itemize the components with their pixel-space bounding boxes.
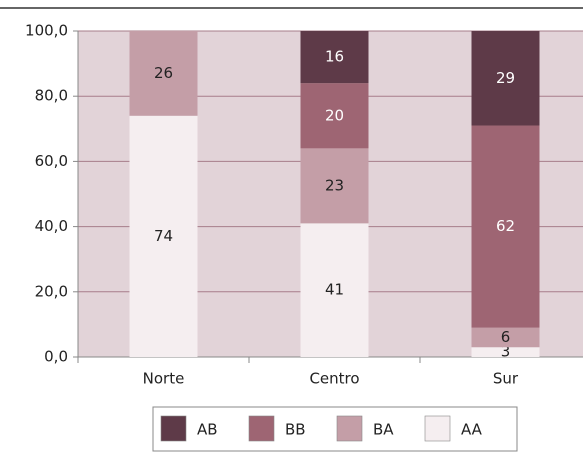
- legend-box: [152, 406, 518, 452]
- bar-segment: [300, 83, 369, 149]
- data-label: 26: [154, 64, 173, 82]
- y-tick-label: 100,0: [25, 22, 68, 40]
- legend-swatch: [248, 415, 275, 442]
- bar-segment: [471, 125, 540, 328]
- data-label: 20: [325, 106, 344, 124]
- x-tick-label: Sur: [493, 370, 519, 388]
- y-tick-label: 0,0: [44, 348, 68, 366]
- legend-label: BA: [373, 421, 394, 439]
- legend-label: AA: [461, 421, 483, 439]
- bar-segment: [471, 31, 540, 126]
- legend-swatch: [336, 415, 363, 442]
- data-label: 23: [325, 176, 344, 194]
- x-tick-label: Norte: [143, 370, 185, 388]
- legend-swatch: [160, 415, 187, 442]
- data-label: 6: [501, 328, 511, 346]
- data-label: 29: [496, 69, 515, 87]
- bar-segment: [129, 115, 198, 357]
- legend-label: BB: [285, 421, 306, 439]
- y-tick-label: 40,0: [35, 217, 68, 235]
- legend-swatch: [424, 415, 451, 442]
- bar-segment: [471, 347, 540, 357]
- bar-segment: [300, 148, 369, 224]
- x-tick-label: Centro: [309, 370, 359, 388]
- bar-segment: [300, 223, 369, 357]
- legend-label: AB: [197, 421, 218, 439]
- bar-segment: [129, 31, 198, 116]
- bar-segment: [471, 327, 540, 348]
- data-label: 74: [154, 227, 173, 245]
- y-tick-label: 20,0: [35, 282, 68, 300]
- data-label: 41: [325, 281, 344, 299]
- y-tick-label: 80,0: [35, 87, 68, 105]
- data-label: 3: [501, 343, 511, 361]
- data-label: 16: [325, 48, 344, 66]
- y-tick-label: 60,0: [35, 152, 68, 170]
- bar-segment: [300, 31, 369, 84]
- data-label: 62: [496, 217, 515, 235]
